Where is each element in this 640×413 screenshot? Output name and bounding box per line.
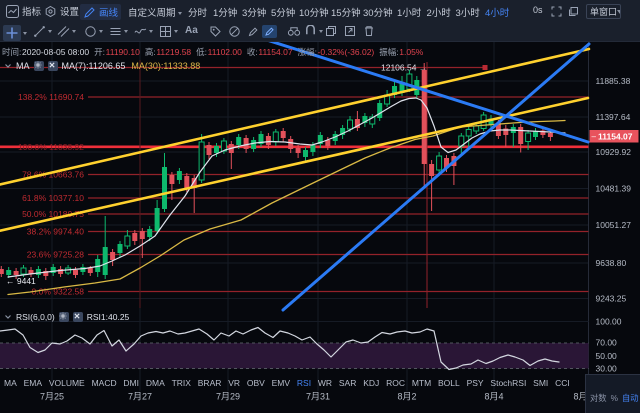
svg-text:← 9441: ← 9441	[6, 276, 36, 286]
svg-text:10481.39: 10481.39	[596, 184, 632, 194]
svg-text:100.00: 100.00	[596, 317, 622, 327]
svg-text:12106.54 →: 12106.54 →	[381, 62, 427, 72]
svg-text:11397.64: 11397.64	[596, 112, 631, 122]
svg-text:70.00: 70.00	[596, 338, 618, 348]
svg-text:8月6: 8月6	[573, 392, 592, 402]
svg-text:7月27: 7月27	[128, 392, 152, 402]
svg-text:78.6% 10663.76: 78.6% 10663.76	[22, 170, 84, 180]
svg-text:7月31: 7月31	[306, 392, 330, 402]
svg-text:9243.25: 9243.25	[596, 294, 627, 304]
svg-text:9638.80: 9638.80	[596, 258, 627, 268]
svg-text:8月4: 8月4	[484, 392, 503, 402]
svg-text:7月25: 7月25	[40, 392, 64, 402]
svg-text:50.0% 10180.75: 50.0% 10180.75	[22, 209, 84, 219]
svg-text:7月29: 7月29	[216, 392, 240, 402]
svg-text:0.0% 9322.58: 0.0% 9322.58	[32, 287, 85, 297]
svg-text:50.00: 50.00	[596, 351, 618, 361]
svg-text:23.6% 9725.28: 23.6% 9725.28	[27, 250, 84, 260]
svg-text:11154.07: 11154.07	[598, 131, 633, 141]
svg-text:10929.92: 10929.92	[596, 147, 632, 157]
svg-text:61.8% 10377.10: 61.8% 10377.10	[22, 193, 84, 203]
svg-text:8月2: 8月2	[397, 392, 416, 402]
svg-text:30.00: 30.00	[596, 364, 618, 374]
svg-text:38.2% 9974.40: 38.2% 9974.40	[27, 227, 84, 237]
svg-text:100.0% 11038.92: 100.0% 11038.92	[18, 142, 84, 152]
svg-text:–: –	[592, 132, 597, 141]
svg-text:11885.38: 11885.38	[596, 76, 631, 86]
svg-text:138.2% 11690.74: 138.2% 11690.74	[18, 92, 84, 102]
svg-text:10051.27: 10051.27	[596, 220, 632, 230]
